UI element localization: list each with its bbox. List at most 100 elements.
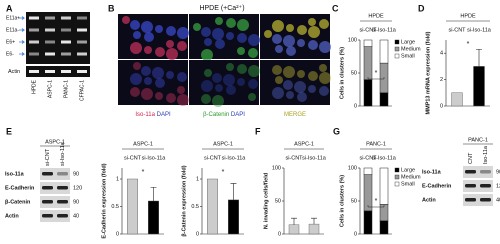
significance-marker: * [142, 169, 145, 176]
y-tick-label: 0 [440, 103, 443, 109]
error-bar [150, 186, 157, 201]
cell [297, 70, 305, 78]
bar-segment [363, 79, 373, 107]
cell [215, 17, 223, 25]
bar [473, 66, 485, 107]
chart-title: ASPC-1 [213, 141, 233, 147]
band [61, 40, 71, 44]
y-axis-label: E-Cadherin expression (fold) [101, 163, 107, 238]
x-tick-label: si-Iso-11a [142, 155, 167, 161]
stain-label: MERGE [284, 112, 306, 118]
blot-strip [40, 182, 70, 194]
bar [127, 178, 138, 235]
cell [248, 34, 260, 46]
arrow [19, 28, 26, 32]
cell [283, 66, 295, 78]
band [77, 28, 87, 32]
legend-swatch [394, 174, 400, 180]
y-tick-label: 0 [354, 103, 357, 109]
blot-strip [40, 168, 70, 180]
cell [177, 27, 189, 39]
lane-label: CFPAC-1 [79, 80, 85, 101]
legend-swatch [394, 53, 400, 59]
band [480, 184, 491, 188]
lane-label: HPDE [31, 79, 37, 94]
cell [201, 80, 213, 92]
band [77, 16, 87, 20]
cell [177, 41, 187, 51]
cell [177, 86, 185, 94]
significance-marker: * [222, 169, 225, 176]
mw-label: 90 [73, 171, 79, 177]
y-tick-label: 0.5 [191, 204, 199, 210]
bar [308, 223, 320, 235]
cell [275, 76, 283, 84]
chart-title: PANC-1 [366, 141, 386, 147]
band [77, 40, 87, 44]
cell [226, 85, 236, 95]
cell [248, 93, 256, 101]
band [61, 52, 71, 56]
cell [212, 28, 224, 40]
cell [237, 19, 249, 31]
cell [141, 21, 153, 33]
row-label: Iso-11a [422, 169, 442, 175]
bar [228, 199, 239, 235]
cell [286, 24, 294, 32]
cell [297, 39, 305, 47]
blot-strip [463, 166, 493, 178]
bar-segment [363, 167, 373, 175]
legend-swatch [394, 167, 400, 173]
error-bar [311, 217, 317, 225]
cell [272, 20, 284, 32]
band [42, 214, 53, 218]
cell [193, 23, 201, 31]
cell [237, 78, 245, 86]
cell [319, 41, 331, 53]
bracket [367, 205, 385, 208]
micrograph [189, 60, 259, 105]
cell [248, 79, 258, 89]
band [77, 70, 87, 73]
x-tick-label: si-Iso-11a [372, 27, 397, 33]
mw-label: 120 [73, 185, 82, 191]
y-tick-label: 0 [278, 231, 281, 237]
y-tick-label: 50 [351, 198, 357, 204]
error-bar [476, 48, 482, 67]
cell [155, 47, 165, 57]
cell [122, 16, 130, 24]
y-tick-label: 2 [440, 77, 443, 83]
band [61, 28, 71, 32]
column-label: β-Catenin DAPI [203, 112, 245, 118]
cell [286, 46, 296, 56]
band [45, 28, 55, 32]
cell [166, 26, 176, 36]
cell [166, 48, 178, 60]
band [45, 40, 55, 44]
cell [204, 38, 212, 46]
y-tick-label: 100 [348, 165, 357, 171]
x-tick-label: si-Iso-11a [222, 155, 247, 161]
band [465, 170, 476, 174]
cell [237, 33, 247, 43]
row-label: E11a+ [6, 15, 20, 21]
panel-label: D [418, 3, 425, 13]
panel-label: F [255, 126, 261, 136]
legend-swatch [394, 46, 400, 52]
bar-segment [379, 220, 389, 235]
cell [130, 20, 140, 30]
bar-segment [379, 39, 389, 64]
lane-label: CNT [468, 152, 474, 164]
cell [248, 65, 260, 77]
band [29, 28, 39, 32]
x-tick-label: si-CNT [285, 155, 303, 161]
row-label: β-Catenin [5, 199, 31, 205]
x-tick-label: si-Iso-11a [372, 155, 397, 161]
cell [275, 45, 283, 53]
cell [308, 26, 320, 38]
cell [133, 62, 141, 70]
y-tick-label: 0 [354, 231, 357, 237]
cell [308, 40, 318, 50]
bar-segment [363, 39, 373, 47]
